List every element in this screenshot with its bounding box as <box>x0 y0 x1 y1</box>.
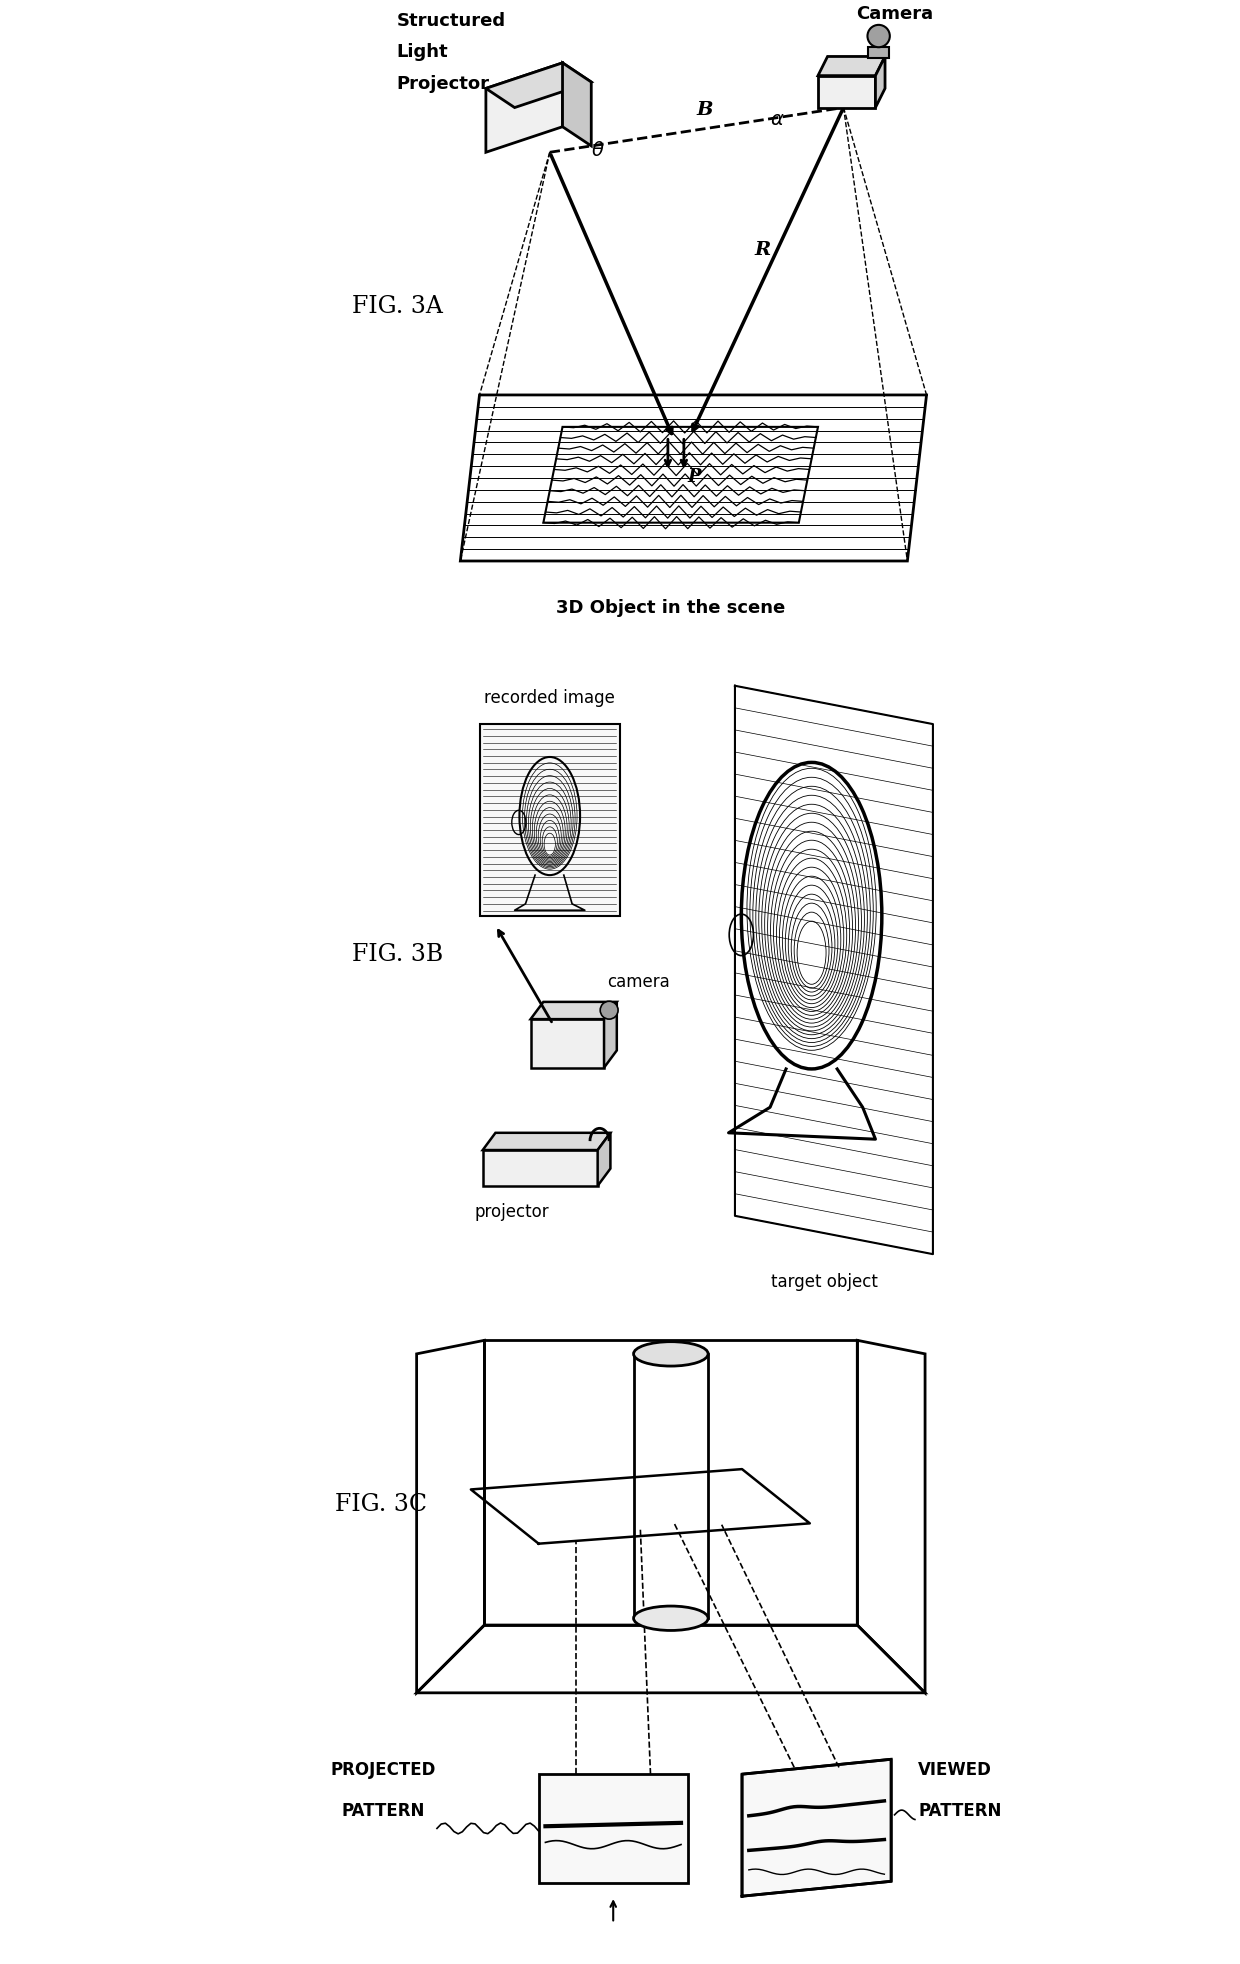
Text: FIG. 3B: FIG. 3B <box>352 943 443 966</box>
Polygon shape <box>563 63 591 147</box>
Ellipse shape <box>600 1002 618 1019</box>
Polygon shape <box>486 63 591 108</box>
Polygon shape <box>604 1002 616 1068</box>
Text: VIEWED: VIEWED <box>919 1760 992 1777</box>
Ellipse shape <box>868 26 890 49</box>
Polygon shape <box>818 57 885 77</box>
Ellipse shape <box>634 1607 708 1630</box>
Bar <box>480 725 620 915</box>
Bar <box>538 1773 688 1883</box>
Text: P: P <box>687 467 701 485</box>
Text: Camera: Camera <box>857 6 934 24</box>
Text: B: B <box>697 100 713 120</box>
Text: PATTERN: PATTERN <box>919 1801 1002 1819</box>
Text: PROJECTED: PROJECTED <box>330 1760 435 1777</box>
Polygon shape <box>531 1019 604 1068</box>
Text: Light: Light <box>397 43 448 61</box>
Polygon shape <box>742 1760 892 1897</box>
Text: $\alpha$: $\alpha$ <box>770 110 785 128</box>
Text: 3D Object in the scene: 3D Object in the scene <box>557 599 786 617</box>
Text: camera: camera <box>608 972 670 990</box>
Polygon shape <box>868 47 889 59</box>
Polygon shape <box>598 1133 610 1186</box>
Text: $\theta$: $\theta$ <box>591 141 605 161</box>
Text: Projector: Projector <box>397 75 490 94</box>
Polygon shape <box>482 1151 598 1186</box>
Text: R: R <box>754 242 770 259</box>
Polygon shape <box>482 1133 610 1151</box>
Polygon shape <box>875 57 885 108</box>
Text: recorded image: recorded image <box>485 689 615 707</box>
Text: FIG. 3C: FIG. 3C <box>335 1493 428 1514</box>
Text: target object: target object <box>771 1273 878 1290</box>
Text: Structured: Structured <box>397 12 506 29</box>
Text: FIG. 3A: FIG. 3A <box>352 295 443 318</box>
Polygon shape <box>531 1002 616 1019</box>
Text: PATTERN: PATTERN <box>341 1801 424 1819</box>
Polygon shape <box>818 77 875 108</box>
Ellipse shape <box>634 1341 708 1367</box>
Text: projector: projector <box>474 1202 549 1220</box>
Polygon shape <box>486 63 563 153</box>
